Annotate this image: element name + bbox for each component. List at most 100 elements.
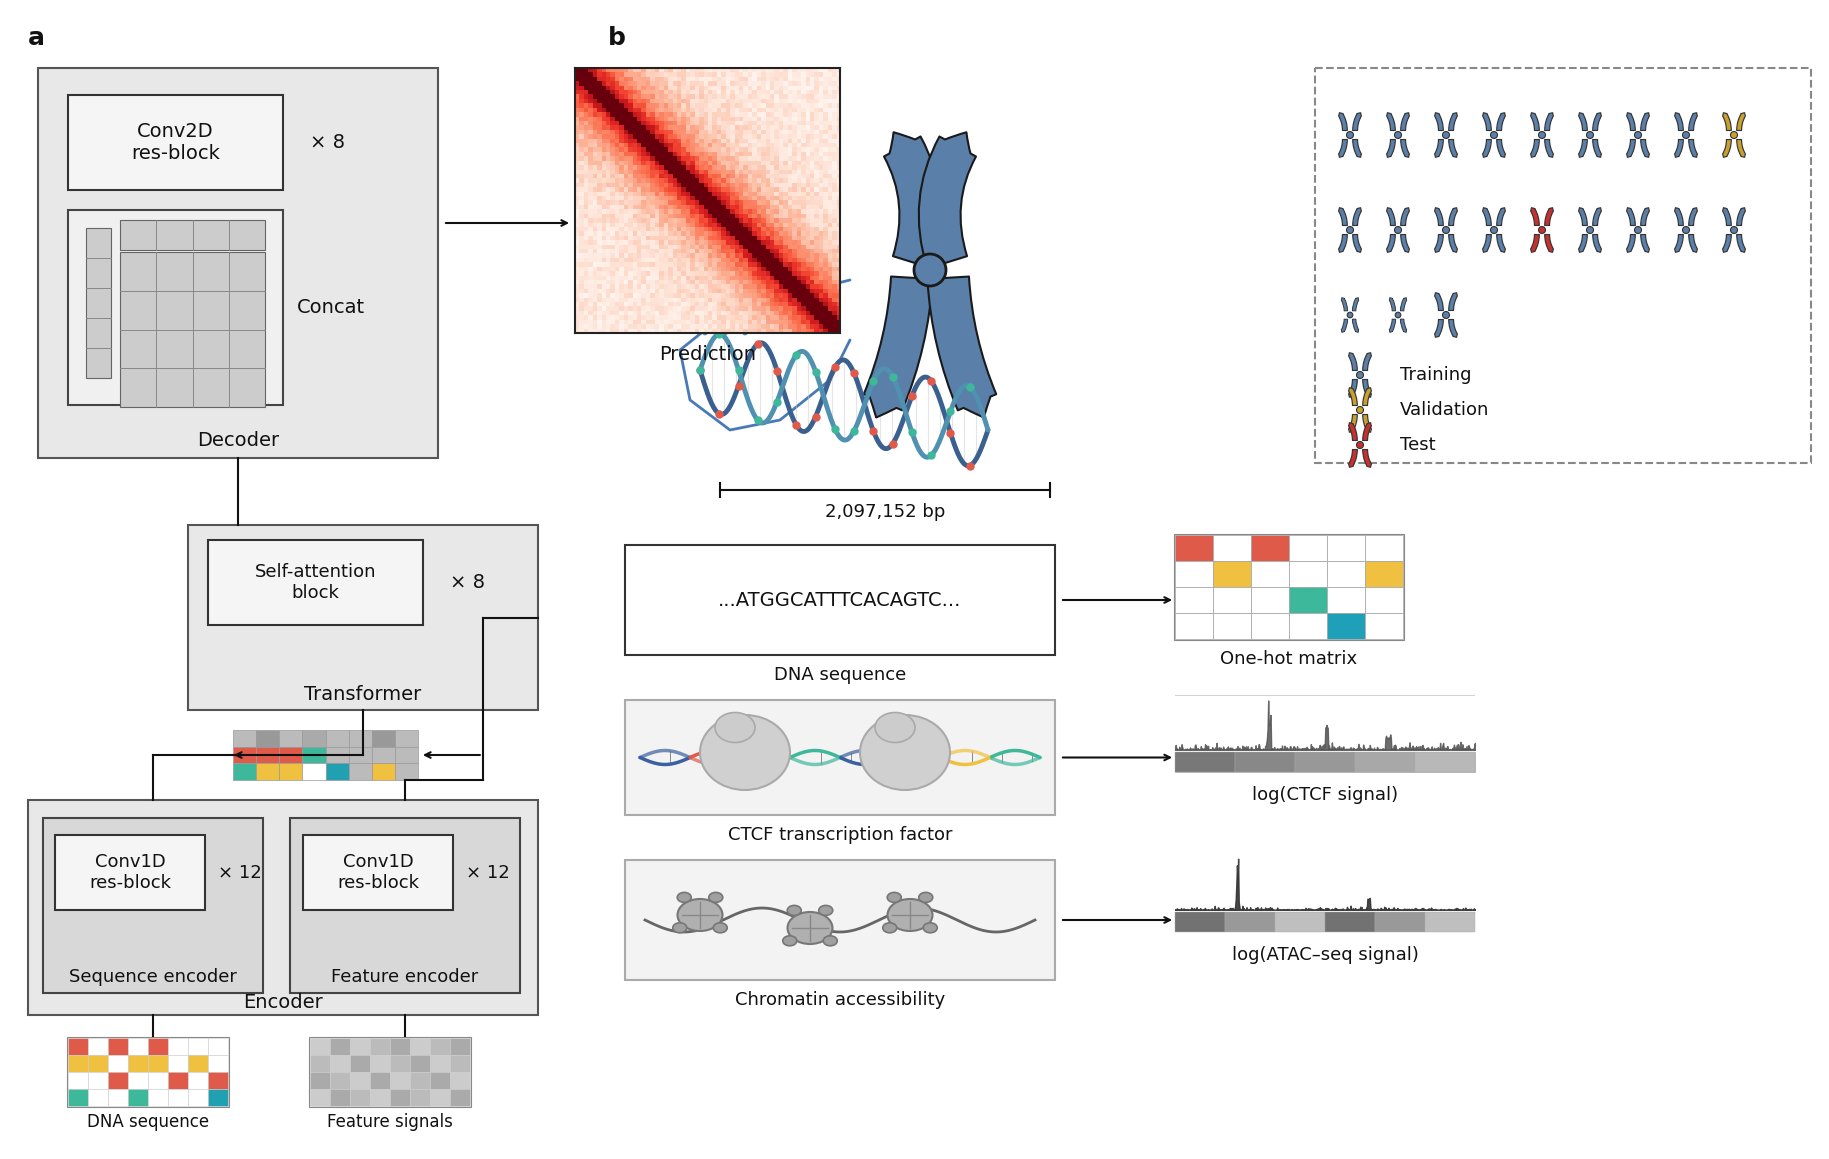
Bar bbox=[302, 746, 326, 764]
FancyArrowPatch shape bbox=[1363, 423, 1372, 440]
Text: Prediction: Prediction bbox=[658, 345, 755, 364]
Text: DNA sequence: DNA sequence bbox=[88, 1113, 209, 1131]
Bar bbox=[188, 1038, 209, 1055]
Circle shape bbox=[1348, 312, 1353, 318]
FancyArrowPatch shape bbox=[1483, 234, 1491, 253]
Bar bbox=[329, 1072, 349, 1089]
FancyArrowPatch shape bbox=[1339, 234, 1348, 253]
FancyArrowPatch shape bbox=[1363, 388, 1372, 406]
FancyArrowPatch shape bbox=[1641, 139, 1650, 158]
Bar bbox=[88, 1055, 108, 1072]
Circle shape bbox=[1491, 226, 1498, 233]
FancyArrowPatch shape bbox=[1593, 234, 1602, 253]
Bar bbox=[1289, 613, 1328, 639]
Bar bbox=[450, 1055, 470, 1072]
Text: Conv1D
res-block: Conv1D res-block bbox=[337, 853, 419, 892]
FancyArrowPatch shape bbox=[1401, 139, 1410, 158]
Bar bbox=[1251, 613, 1289, 639]
Circle shape bbox=[1586, 131, 1593, 138]
FancyArrowPatch shape bbox=[1483, 207, 1491, 226]
Circle shape bbox=[1538, 131, 1546, 138]
Bar bbox=[88, 1089, 108, 1106]
Bar bbox=[369, 1038, 390, 1055]
Bar bbox=[38, 68, 437, 458]
Bar bbox=[390, 1089, 410, 1106]
FancyArrowPatch shape bbox=[1723, 234, 1732, 253]
Bar bbox=[395, 764, 419, 780]
Bar bbox=[1295, 752, 1355, 772]
Bar bbox=[410, 1038, 430, 1055]
Ellipse shape bbox=[677, 899, 722, 931]
Text: Conv1D
res-block: Conv1D res-block bbox=[90, 853, 170, 892]
FancyArrowPatch shape bbox=[1348, 415, 1357, 432]
Bar bbox=[121, 220, 265, 250]
Ellipse shape bbox=[713, 923, 728, 933]
Circle shape bbox=[1730, 226, 1738, 233]
Bar bbox=[304, 834, 454, 910]
FancyArrowPatch shape bbox=[1723, 139, 1732, 158]
Text: Decoder: Decoder bbox=[198, 430, 280, 450]
Ellipse shape bbox=[710, 892, 722, 903]
Bar bbox=[168, 1055, 188, 1072]
Ellipse shape bbox=[677, 892, 691, 903]
Text: Feature signals: Feature signals bbox=[327, 1113, 454, 1131]
Bar bbox=[329, 1089, 349, 1106]
FancyArrowPatch shape bbox=[1352, 298, 1359, 311]
Bar bbox=[86, 228, 112, 378]
FancyArrowPatch shape bbox=[1675, 112, 1683, 131]
Bar bbox=[291, 818, 519, 993]
FancyArrowPatch shape bbox=[1434, 139, 1443, 158]
Text: log(ATAC–seq signal): log(ATAC–seq signal) bbox=[1231, 946, 1419, 964]
Text: Encoder: Encoder bbox=[243, 993, 324, 1013]
Bar bbox=[1174, 912, 1225, 932]
Circle shape bbox=[1635, 226, 1641, 233]
Bar bbox=[349, 1055, 369, 1072]
Bar bbox=[626, 700, 1055, 815]
Bar bbox=[1289, 586, 1328, 613]
Bar bbox=[1364, 613, 1403, 639]
Bar bbox=[371, 730, 395, 746]
FancyArrowPatch shape bbox=[1626, 112, 1635, 131]
Bar bbox=[1328, 586, 1364, 613]
FancyArrowPatch shape bbox=[1738, 112, 1745, 131]
FancyArrowPatch shape bbox=[1675, 207, 1683, 226]
Bar bbox=[88, 1072, 108, 1089]
FancyArrowPatch shape bbox=[1626, 207, 1635, 226]
FancyArrowPatch shape bbox=[1641, 234, 1650, 253]
Bar bbox=[1315, 68, 1811, 462]
Bar bbox=[168, 1089, 188, 1106]
Bar bbox=[280, 746, 302, 764]
FancyArrowPatch shape bbox=[1390, 319, 1396, 333]
Bar bbox=[188, 525, 538, 710]
Bar bbox=[626, 860, 1055, 981]
Bar bbox=[1174, 752, 1235, 772]
Bar bbox=[349, 730, 371, 746]
Bar bbox=[1416, 752, 1474, 772]
Bar bbox=[209, 1072, 229, 1089]
Ellipse shape bbox=[819, 905, 832, 916]
Ellipse shape bbox=[701, 715, 790, 790]
Circle shape bbox=[1730, 131, 1738, 138]
FancyArrowPatch shape bbox=[1401, 112, 1410, 131]
Circle shape bbox=[1443, 312, 1450, 319]
Text: log(CTCF signal): log(CTCF signal) bbox=[1251, 786, 1397, 804]
Bar bbox=[1251, 535, 1289, 561]
Bar bbox=[280, 730, 302, 746]
Text: Test: Test bbox=[1399, 436, 1436, 454]
FancyArrowPatch shape bbox=[1339, 139, 1348, 158]
Bar bbox=[1375, 912, 1425, 932]
FancyArrowPatch shape bbox=[1496, 234, 1505, 253]
Bar bbox=[1174, 613, 1213, 639]
Bar bbox=[390, 1072, 410, 1089]
FancyArrowPatch shape bbox=[1546, 112, 1553, 131]
Circle shape bbox=[1443, 131, 1450, 138]
Bar bbox=[450, 1038, 470, 1055]
Circle shape bbox=[1683, 226, 1690, 233]
Bar bbox=[390, 1038, 410, 1055]
FancyArrowPatch shape bbox=[1626, 234, 1635, 253]
Circle shape bbox=[1357, 372, 1363, 379]
Bar bbox=[256, 730, 280, 746]
FancyArrowPatch shape bbox=[1386, 139, 1396, 158]
Text: One-hot matrix: One-hot matrix bbox=[1220, 650, 1357, 668]
FancyArrowPatch shape bbox=[1531, 234, 1540, 253]
